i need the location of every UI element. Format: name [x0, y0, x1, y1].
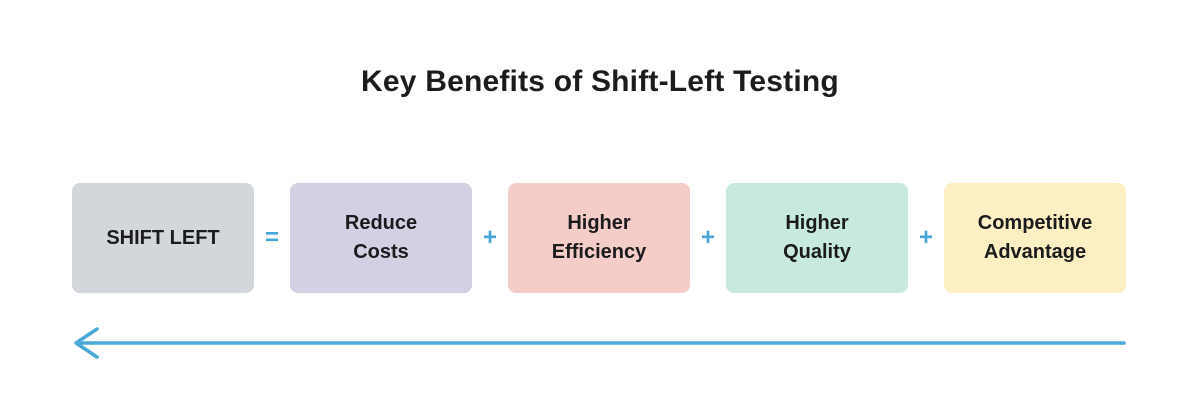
plus-sign-1: + [482, 224, 497, 251]
benefits-equation-row: SHIFT LEFT = Reduce Costs + Higher Efficie… [72, 183, 1126, 293]
higher-quality-label-line2: Quality [783, 241, 851, 263]
plus-sign-2: + [700, 224, 715, 251]
competitive-advantage-label-line1: Competitive [977, 212, 1093, 234]
plus-sign-3: + [918, 224, 933, 251]
competitive-advantage-label-line2: Advantage [983, 241, 1087, 263]
shift-left-box: SHIFT LEFT [72, 183, 254, 293]
higher-efficiency-label-line1: Higher [567, 212, 631, 234]
left-arrow-icon [74, 327, 1126, 359]
shift-left-direction-arrow [70, 326, 1128, 362]
higher-efficiency-label-line2: Efficiency [551, 241, 647, 263]
higher-efficiency-box: Higher Efficiency [508, 183, 690, 293]
equals-sign: = [264, 224, 279, 251]
competitive-advantage-box: Competitive Advantage [944, 183, 1126, 293]
reduce-costs-label-line2: Costs [353, 241, 409, 263]
higher-quality-label-line1: Higher [785, 212, 849, 234]
reduce-costs-box: Reduce Costs [290, 183, 472, 293]
higher-quality-box: Higher Quality [726, 183, 908, 293]
reduce-costs-label-line1: Reduce [344, 212, 418, 234]
diagram-title: Key Benefits of Shift-Left Testing [361, 65, 839, 98]
shift-left-label: SHIFT LEFT [106, 226, 220, 249]
